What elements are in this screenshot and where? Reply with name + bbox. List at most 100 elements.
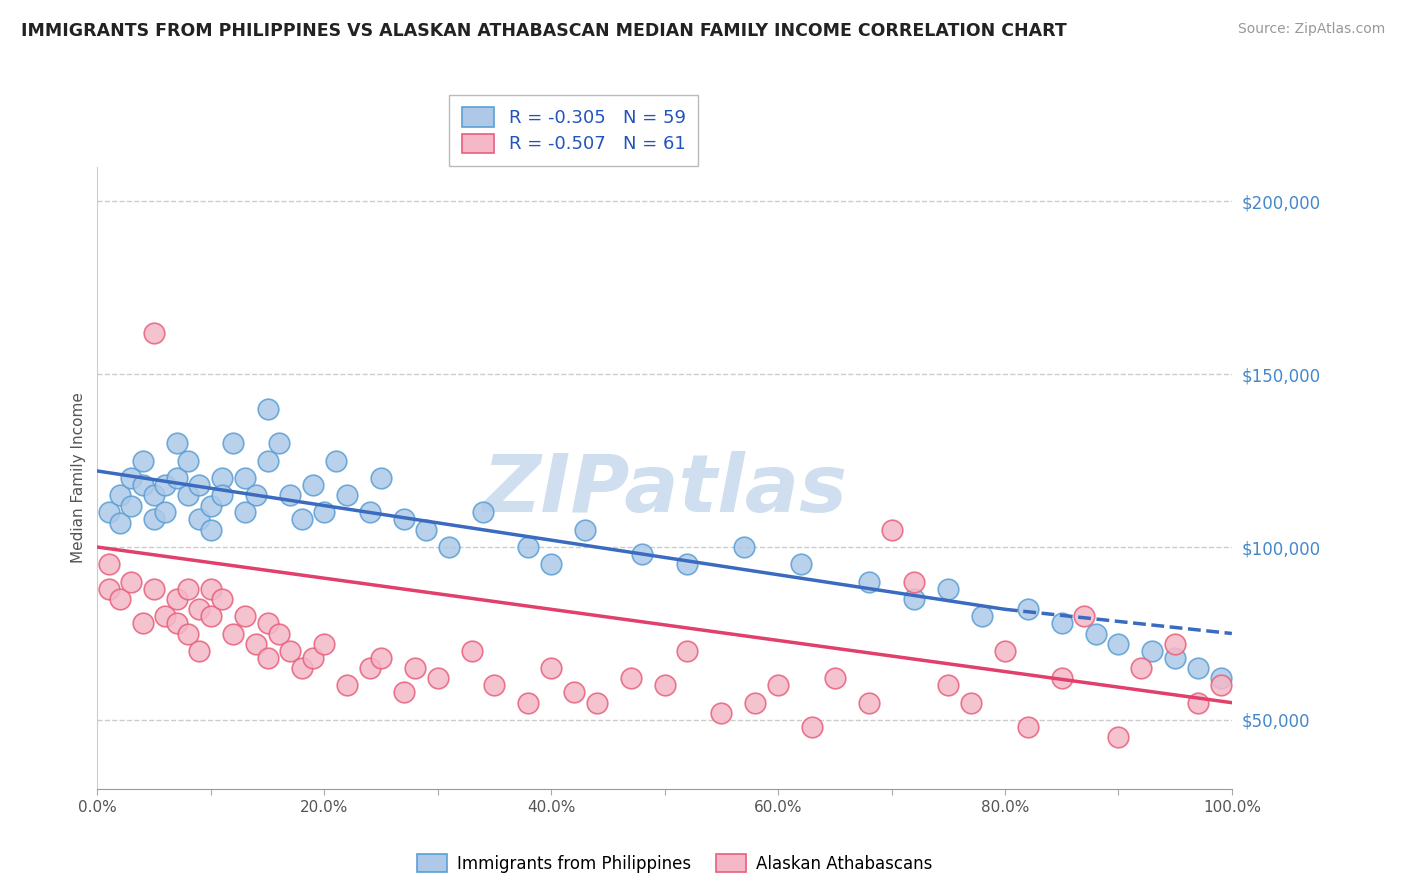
Point	[540, 558, 562, 572]
Point	[177, 582, 200, 596]
Point	[97, 582, 120, 596]
Point	[120, 574, 142, 589]
Point	[211, 471, 233, 485]
Point	[166, 591, 188, 606]
Point	[233, 471, 256, 485]
Point	[200, 499, 222, 513]
Point	[472, 506, 495, 520]
Point	[256, 401, 278, 416]
Point	[392, 512, 415, 526]
Point	[1130, 661, 1153, 675]
Point	[359, 661, 381, 675]
Point	[245, 488, 267, 502]
Point	[1073, 609, 1095, 624]
Point	[108, 516, 131, 530]
Point	[302, 650, 325, 665]
Point	[972, 609, 994, 624]
Point	[392, 685, 415, 699]
Point	[359, 506, 381, 520]
Point	[256, 650, 278, 665]
Point	[314, 637, 336, 651]
Point	[574, 523, 596, 537]
Point	[1187, 696, 1209, 710]
Point	[676, 644, 699, 658]
Point	[1107, 637, 1129, 651]
Point	[801, 720, 824, 734]
Point	[211, 488, 233, 502]
Point	[166, 471, 188, 485]
Point	[1084, 626, 1107, 640]
Point	[143, 488, 166, 502]
Point	[733, 540, 755, 554]
Point	[1187, 661, 1209, 675]
Point	[222, 436, 245, 450]
Point	[177, 453, 200, 467]
Text: IMMIGRANTS FROM PHILIPPINES VS ALASKAN ATHABASCAN MEDIAN FAMILY INCOME CORRELATI: IMMIGRANTS FROM PHILIPPINES VS ALASKAN A…	[21, 22, 1067, 40]
Text: ZIPatlas: ZIPatlas	[482, 451, 846, 529]
Point	[1050, 672, 1073, 686]
Point	[108, 488, 131, 502]
Point	[790, 558, 813, 572]
Point	[654, 678, 676, 692]
Point	[710, 706, 733, 720]
Point	[267, 436, 290, 450]
Point	[108, 591, 131, 606]
Point	[143, 326, 166, 340]
Point	[744, 696, 766, 710]
Point	[1017, 602, 1039, 616]
Point	[1017, 720, 1039, 734]
Point	[278, 488, 301, 502]
Point	[936, 582, 959, 596]
Point	[256, 616, 278, 631]
Point	[177, 488, 200, 502]
Point	[222, 626, 245, 640]
Point	[200, 523, 222, 537]
Point	[880, 523, 903, 537]
Point	[233, 609, 256, 624]
Point	[415, 523, 437, 537]
Point	[155, 506, 177, 520]
Point	[960, 696, 983, 710]
Point	[1209, 678, 1232, 692]
Point	[936, 678, 959, 692]
Point	[517, 540, 540, 554]
Point	[1107, 731, 1129, 745]
Point	[132, 453, 155, 467]
Point	[166, 616, 188, 631]
Point	[325, 453, 347, 467]
Point	[314, 506, 336, 520]
Point	[97, 558, 120, 572]
Point	[540, 661, 562, 675]
Point	[1142, 644, 1164, 658]
Point	[120, 499, 142, 513]
Point	[437, 540, 460, 554]
Point	[132, 616, 155, 631]
Point	[200, 582, 222, 596]
Point	[1050, 616, 1073, 631]
Point	[245, 637, 267, 651]
Point	[336, 678, 359, 692]
Point	[188, 512, 211, 526]
Legend: R = -0.305   N = 59, R = -0.507   N = 61: R = -0.305 N = 59, R = -0.507 N = 61	[450, 95, 699, 166]
Point	[188, 477, 211, 491]
Text: Source: ZipAtlas.com: Source: ZipAtlas.com	[1237, 22, 1385, 37]
Point	[200, 609, 222, 624]
Point	[143, 512, 166, 526]
Y-axis label: Median Family Income: Median Family Income	[72, 392, 86, 564]
Point	[858, 574, 880, 589]
Point	[120, 471, 142, 485]
Point	[404, 661, 426, 675]
Point	[370, 650, 392, 665]
Legend: Immigrants from Philippines, Alaskan Athabascans: Immigrants from Philippines, Alaskan Ath…	[411, 847, 939, 880]
Point	[290, 512, 312, 526]
Point	[461, 644, 484, 658]
Point	[97, 506, 120, 520]
Point	[903, 591, 925, 606]
Point	[278, 644, 301, 658]
Point	[233, 506, 256, 520]
Point	[155, 609, 177, 624]
Point	[302, 477, 325, 491]
Point	[1164, 650, 1187, 665]
Point	[517, 696, 540, 710]
Point	[370, 471, 392, 485]
